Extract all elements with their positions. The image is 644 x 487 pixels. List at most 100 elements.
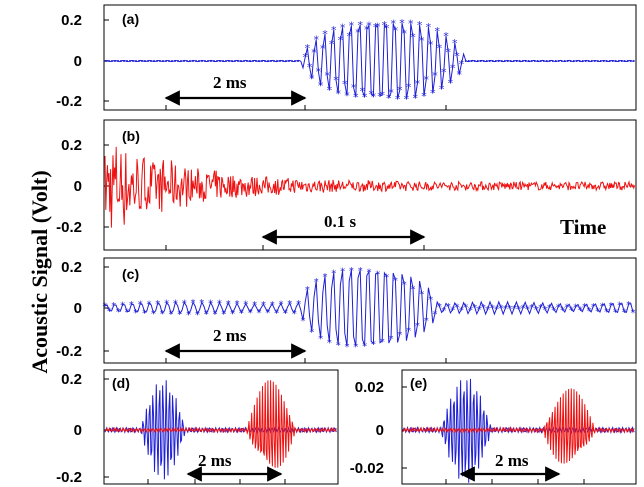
panel-a-marker: * <box>305 42 311 55</box>
panel-a-marker: * <box>459 58 465 71</box>
panel-a-baseline-dot <box>150 60 152 62</box>
panel-a-marker: * <box>353 91 359 104</box>
panel-a-baseline-dot <box>117 60 119 62</box>
panel-c-ytick-label: 0 <box>74 300 82 317</box>
panel-a-baseline-dot <box>105 60 107 62</box>
panel-a-marker: * <box>456 68 462 81</box>
panel-a-baseline-dot <box>482 60 485 62</box>
panel-a-baseline-dot <box>177 60 179 62</box>
panel-c-marker: * <box>631 308 636 319</box>
panel-c-marker: * <box>274 308 279 319</box>
panel-a-marker: * <box>318 79 324 92</box>
panel-c-marker: * <box>384 272 389 283</box>
panel-e: 0.02 0 -0.02 (e) 2 ms <box>350 369 637 485</box>
panel-a-baseline-dot <box>147 60 149 62</box>
panel-a-baseline-dot <box>180 60 182 62</box>
panel-a-ticks: 0.2 0 -0.2 <box>56 12 447 110</box>
panel-a-baseline-dot <box>602 60 605 62</box>
panel-a-frame <box>103 4 637 111</box>
panel-a-marker: * <box>454 50 460 63</box>
panel-a-baseline-dot <box>201 60 203 62</box>
panel-c-marker: * <box>538 303 543 314</box>
panel-a-baseline-dot <box>563 60 566 62</box>
panel-c-marker: * <box>516 304 521 315</box>
panel-a-marker: * <box>397 84 403 97</box>
panel-a-baseline-dot <box>270 60 272 62</box>
panel-a-baseline-dot <box>249 60 251 62</box>
panel-a-baseline-dot <box>515 60 518 62</box>
panel-a-baseline-dot <box>506 60 509 62</box>
panel-e-label: (e) <box>410 375 427 391</box>
panel-a-marker: * <box>379 89 385 102</box>
panel-a-marker: * <box>423 74 429 87</box>
panel-a-marker: * <box>406 81 412 94</box>
panel-a-baseline-dot <box>240 60 242 62</box>
panel-a-marker: * <box>404 93 410 106</box>
panel-a-marker: * <box>399 17 405 30</box>
panel-a-baseline-dot <box>542 60 545 62</box>
panel-c-marker: * <box>107 307 112 318</box>
panel-c-markers: * ***************************************… <box>103 266 636 353</box>
panel-c-marker: * <box>543 305 548 316</box>
panel-a-marker: * <box>368 88 374 101</box>
panel-c-marker: * <box>521 303 526 314</box>
panel-a-baseline-dot <box>228 60 230 62</box>
panel-a-ytick-label: 0 <box>74 53 82 70</box>
panel-a-baseline-dot <box>156 60 158 62</box>
panel-c-marker: * <box>208 298 213 309</box>
panel-a-marker: * <box>333 74 339 87</box>
y-axis-label: Acoustic Signal (Volt) <box>27 170 52 373</box>
panel-a-baseline-dot <box>572 60 575 62</box>
panel-a-baseline-dot <box>198 60 200 62</box>
panel-a-baseline-dot <box>626 60 629 62</box>
panel-a-baseline-dot <box>207 60 209 62</box>
panel-a-marker: * <box>316 66 322 79</box>
panel-a-marker: * <box>393 25 399 38</box>
panel-c-marker: * <box>318 334 323 345</box>
panel-a-baseline-dot <box>530 60 533 62</box>
panel-c-marker: * <box>450 306 455 317</box>
panel-a-baseline-dot <box>608 60 611 62</box>
panel-c-marker: * <box>191 298 196 309</box>
panel-a-baseline-dot <box>581 60 584 62</box>
panel-c-annotation: 2 ms <box>213 326 247 345</box>
panel-c-marker: * <box>252 300 257 311</box>
panel-c-marker: * <box>243 300 248 311</box>
panel-a-marker: * <box>313 34 319 47</box>
panel-a-marker: * <box>362 91 368 104</box>
panel-c-marker: * <box>111 301 116 312</box>
panel-c-marker: * <box>613 307 618 318</box>
panel-c-marker: * <box>499 304 504 315</box>
panel-c-marker: * <box>230 309 235 320</box>
panel-c-marker: * <box>217 299 222 310</box>
panel-a-marker: * <box>388 87 394 100</box>
panel-c-marker: * <box>133 308 138 319</box>
panel-a-baseline-dot <box>120 60 122 62</box>
panel-c-marker: * <box>485 305 490 316</box>
panel-a-baseline-dot <box>264 60 266 62</box>
panel-b-ytick-label: 0.2 <box>61 137 82 154</box>
panel-a-baseline-dot <box>234 60 236 62</box>
panel-a-marker: * <box>351 82 357 95</box>
panel-c-marker: * <box>626 300 631 311</box>
panel-c-marker: * <box>419 289 424 300</box>
panel-c-marker: * <box>477 305 482 316</box>
panel-c-marker: * <box>573 303 578 314</box>
panel-a-baseline-dot <box>231 60 233 62</box>
panel-b: 0.2 0 -0.2 (b) 0.1 s Time <box>56 119 637 251</box>
panel-a-marker: * <box>408 17 414 30</box>
panel-a-baseline-dot <box>590 60 593 62</box>
panel-a-baseline-dot <box>569 60 572 62</box>
panel-a-marker: * <box>307 61 313 74</box>
panel-c-marker: * <box>604 307 609 318</box>
panel-a-marker: * <box>324 70 330 83</box>
panel-c-marker: * <box>415 321 420 332</box>
panel-a-marker: * <box>445 46 451 59</box>
panel-a-baseline-dot <box>159 60 161 62</box>
panel-a-marker: * <box>375 20 381 33</box>
panel-c-marker: * <box>411 284 416 295</box>
panel-a-marker: * <box>434 25 440 38</box>
panel-a-baseline-dot <box>545 60 548 62</box>
panel-a-baseline-dot <box>488 60 491 62</box>
panel-a-baseline-dot <box>578 60 581 62</box>
